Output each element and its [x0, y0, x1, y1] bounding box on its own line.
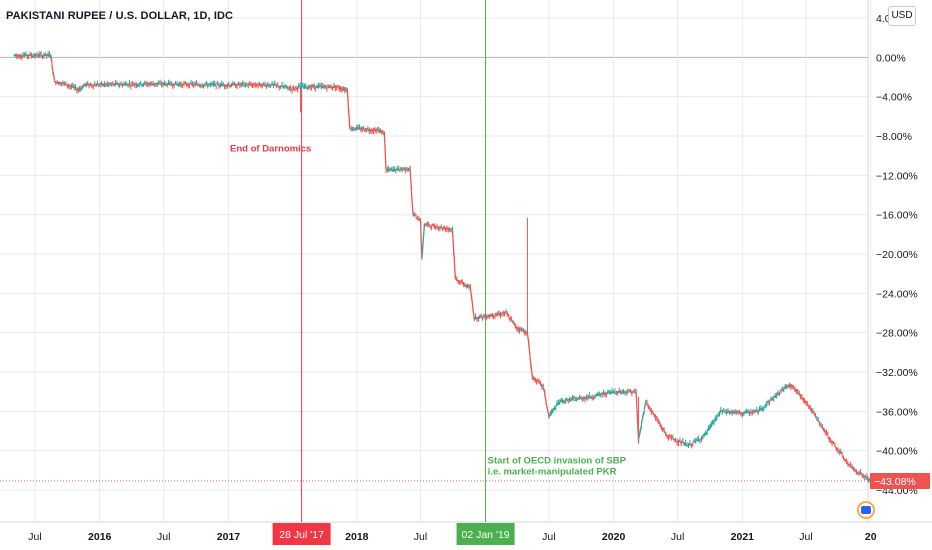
- y-tick-label: −24.00%: [876, 288, 918, 300]
- x-tick-label: 2021: [731, 531, 755, 543]
- x-tick-label: 2017: [217, 531, 241, 543]
- x-tick-label: Jul: [414, 531, 427, 543]
- price-segment: [383, 131, 387, 170]
- x-tick-label: Jul: [28, 531, 41, 543]
- date-marker-badge: [456, 523, 515, 545]
- date-marker-label: 28 Jul '17: [279, 529, 324, 541]
- symbol-title: PAKISTANI RUPEE / U.S. DOLLAR, 1D, IDC: [6, 10, 234, 22]
- chart-annotation: i.e. market-manipulated PKR: [488, 466, 617, 477]
- y-tick-label: −20.00%: [876, 249, 918, 261]
- y-tick-label: −40.00%: [876, 446, 918, 458]
- x-tick-label: 20: [865, 531, 877, 543]
- y-tick-label: −4.00%: [876, 92, 912, 104]
- price-segment: [451, 230, 455, 256]
- price-segment: [347, 108, 351, 128]
- price-segment: [419, 220, 423, 258]
- y-tick-label: −36.00%: [876, 406, 918, 418]
- price-segment: [635, 392, 638, 416]
- chart-annotation: Start of OECD invasion of SBP: [488, 455, 627, 466]
- y-tick-label: −32.00%: [876, 367, 918, 379]
- currency-button[interactable]: USD: [888, 6, 916, 26]
- x-tick-label: Jul: [157, 531, 170, 543]
- price-segment: [421, 242, 424, 259]
- y-tick-label: −28.00%: [876, 328, 918, 340]
- x-tick-label: 2016: [88, 531, 112, 543]
- y-tick-label: 0.00%: [876, 52, 906, 64]
- x-tick-label: 2018: [345, 531, 369, 543]
- logo-mark: [861, 506, 871, 514]
- last-price-badge: [870, 472, 930, 489]
- price-segment: [409, 166, 413, 191]
- y-tick-label: −12.00%: [876, 170, 918, 182]
- date-marker-label: 02 Jan '19: [462, 529, 510, 541]
- price-segment: [346, 89, 350, 111]
- price-segment: [410, 193, 414, 215]
- last-price-label: −43.08%: [874, 476, 916, 488]
- y-tick-label: −8.00%: [876, 131, 912, 143]
- chart-annotation: End of Darnomics: [230, 144, 311, 155]
- date-marker-badge: [272, 523, 331, 545]
- x-tick-label: Jul: [542, 531, 555, 543]
- x-tick-label: Jul: [799, 531, 812, 543]
- tradingview-logo-icon[interactable]: [857, 501, 875, 519]
- y-tick-label: −16.00%: [876, 210, 918, 222]
- x-tick-label: 2020: [602, 531, 626, 543]
- x-tick-label: Jul: [671, 531, 684, 543]
- price-segment: [453, 252, 456, 278]
